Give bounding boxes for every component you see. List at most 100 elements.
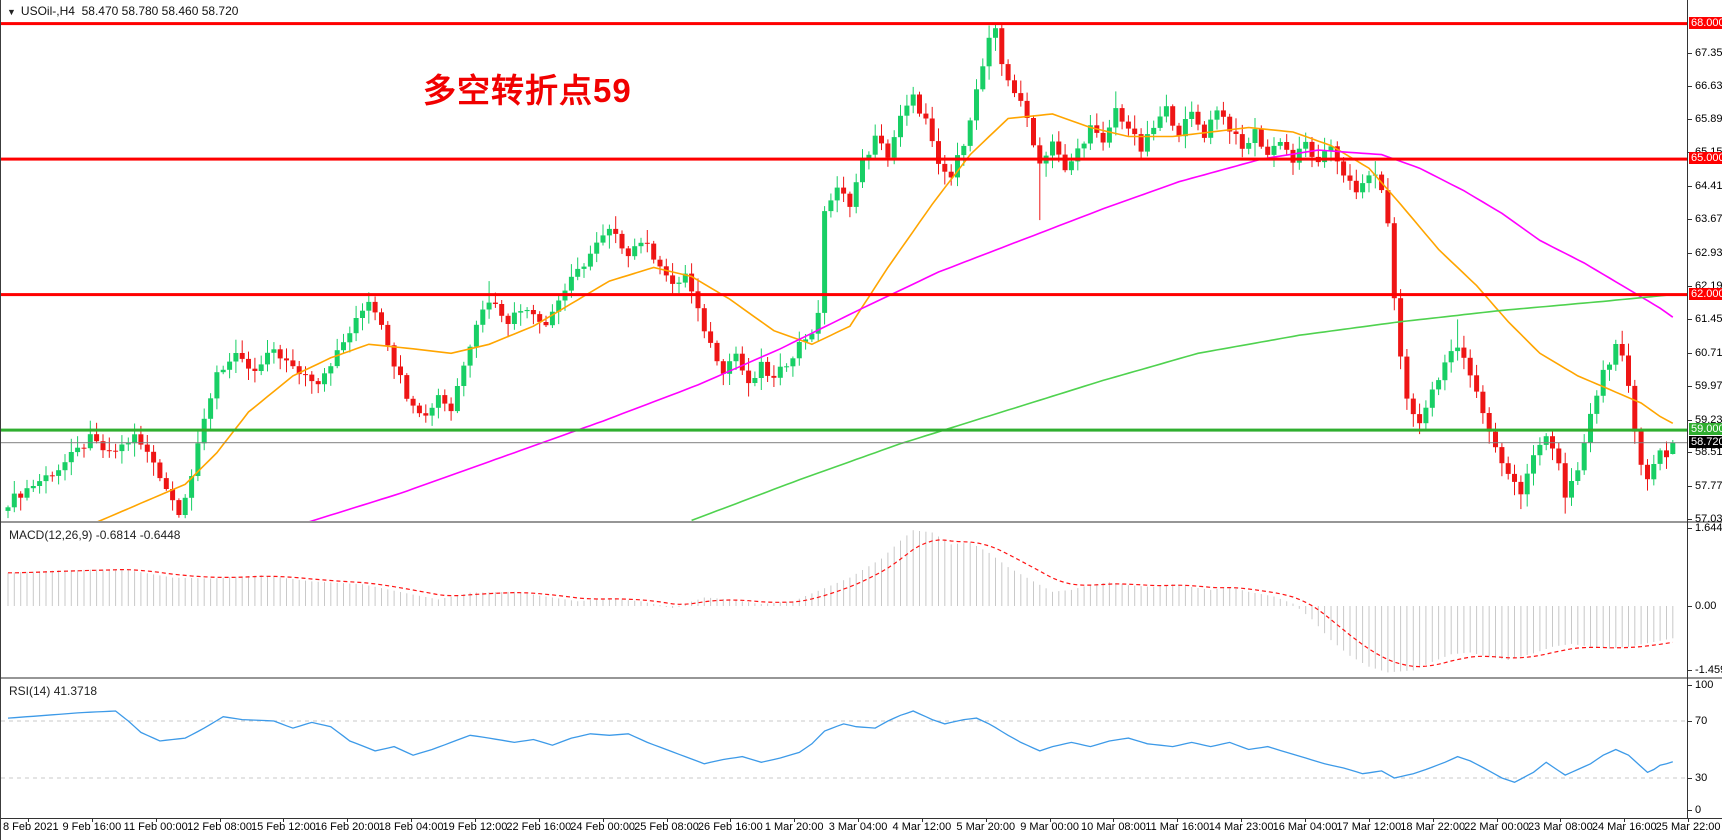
axis-tick-mark [1687, 528, 1692, 529]
candle-body-up [1214, 110, 1220, 120]
candle-body-down [537, 314, 543, 322]
candle-body-down [1556, 448, 1562, 464]
price-level-badge-65.000: 65.000 [1689, 152, 1722, 164]
candle-body-down [739, 353, 745, 371]
candle-wick-down [20, 491, 22, 511]
time-axis-tick [1241, 818, 1242, 822]
symbol-timeframe-label: USOil-,H4 [20, 4, 75, 18]
candle-body-down [999, 28, 1005, 65]
horizontal-level-line-68.000[interactable] [1, 22, 1687, 26]
price-level-badge-58.720: 58.720 [1689, 436, 1722, 448]
candle-body-down [917, 94, 922, 114]
macd-histogram-bar [1083, 586, 1085, 606]
symbol-dropdown-icon[interactable]: ▼ [7, 7, 16, 17]
candle-body-up [974, 89, 979, 121]
macd-histogram-bar [1476, 606, 1478, 654]
candle-body-up [1087, 125, 1093, 144]
macd-histogram-bar [222, 577, 224, 606]
macd-histogram-bar [1058, 591, 1060, 606]
axis-tick-mark [1687, 519, 1692, 520]
candle-wick-up [7, 505, 9, 519]
macd-histogram-bar [1615, 606, 1617, 648]
candle-body-up [853, 182, 859, 207]
candle-body-up [967, 120, 973, 146]
price-tick-label: 70 [1695, 715, 1708, 727]
candle-body-down [644, 242, 650, 244]
macd-histogram-bar [393, 590, 395, 606]
candle-wick-up [1457, 319, 1459, 361]
macd-main-value: -0.6814 [95, 528, 137, 542]
macd-histogram-bar [1045, 588, 1047, 606]
rsi-panel-canvas[interactable] [1, 680, 1687, 818]
macd-histogram-bar [330, 582, 332, 606]
candle-body-up [347, 333, 353, 343]
macd-histogram-bar [1583, 606, 1585, 646]
price-tick-label: 0 [1695, 804, 1702, 816]
horizontal-level-line-58.720[interactable] [1, 442, 1687, 444]
macd-histogram-bar [741, 601, 743, 606]
macd-histogram-bar [1653, 606, 1655, 642]
price-chart-canvas[interactable] [1, 0, 1687, 521]
price-tick-label: 65.890 [1695, 113, 1722, 125]
macd-histogram-bar [1577, 606, 1579, 645]
candle-body-up [208, 398, 214, 419]
candle-body-up [803, 339, 809, 342]
time-axis-tick [156, 818, 157, 822]
candle-body-down [113, 450, 119, 452]
macd-histogram-bar [216, 578, 218, 606]
macd-histogram-bar [1488, 606, 1490, 658]
horizontal-level-line-65.000[interactable] [1, 157, 1687, 161]
candle-body-up [195, 443, 201, 476]
macd-histogram-bar [830, 585, 832, 606]
candle-body-up [75, 447, 81, 453]
axis-tick-mark [1687, 606, 1692, 607]
candle-body-down [701, 308, 707, 332]
macd-histogram-bar [1400, 606, 1402, 672]
macd-histogram-bar [1501, 606, 1503, 660]
macd-histogram-bar [482, 592, 484, 606]
candle-body-up [62, 462, 68, 471]
macd-histogram-bar [1026, 577, 1028, 606]
candle-wick-down [83, 443, 85, 458]
candle-body-down [1309, 141, 1315, 157]
panel-separator-macd[interactable] [1, 521, 1722, 523]
candle-wick-up [488, 281, 490, 319]
macd-histogram-bar [1052, 591, 1053, 606]
candle-body-down [1284, 142, 1290, 150]
macd-histogram-bar [779, 602, 781, 606]
axis-tick-mark [1687, 778, 1692, 779]
macd-histogram-bar [621, 599, 623, 606]
time-axis-tick [1369, 818, 1370, 822]
rsi-name: RSI(14) [9, 684, 51, 698]
time-axis-tick [1113, 818, 1114, 822]
horizontal-level-line-59.000[interactable] [1, 428, 1687, 432]
candle-wick-up [520, 304, 522, 326]
macd-indicator-label: MACD(12,26,9) -0.6814 -0.6448 [9, 528, 180, 542]
macd-histogram-bar [855, 573, 857, 606]
horizontal-level-line-62.000[interactable] [1, 293, 1687, 297]
candle-body-down [138, 434, 144, 445]
macd-panel-canvas[interactable] [1, 524, 1687, 677]
candle-body-up [5, 507, 11, 511]
candle-body-down [492, 302, 498, 304]
macd-histogram-bar [203, 578, 205, 606]
candle-body-down [1012, 80, 1017, 94]
macd-histogram-bar [324, 582, 325, 606]
candle-body-up [258, 364, 264, 371]
macd-histogram-bar [1248, 591, 1250, 606]
candle-wick-up [32, 479, 34, 492]
candle-body-up [606, 228, 612, 236]
candle-body-up [575, 268, 581, 277]
macd-histogram-bar [1121, 584, 1123, 606]
candle-body-up [43, 475, 49, 482]
time-axis-label: 22 Mar 00:00 [1464, 821, 1529, 833]
panel-separator-rsi[interactable] [1, 677, 1722, 679]
candle-body-up [1144, 134, 1150, 152]
macd-histogram-bar [507, 591, 509, 606]
macd-histogram-bar [1279, 598, 1281, 606]
candle-body-up [1246, 143, 1252, 149]
macd-histogram-bar [1273, 596, 1275, 606]
candle-body-down [1505, 463, 1511, 474]
time-axis-label: 18 Feb 04:00 [378, 821, 444, 833]
candle-body-up [480, 309, 486, 325]
